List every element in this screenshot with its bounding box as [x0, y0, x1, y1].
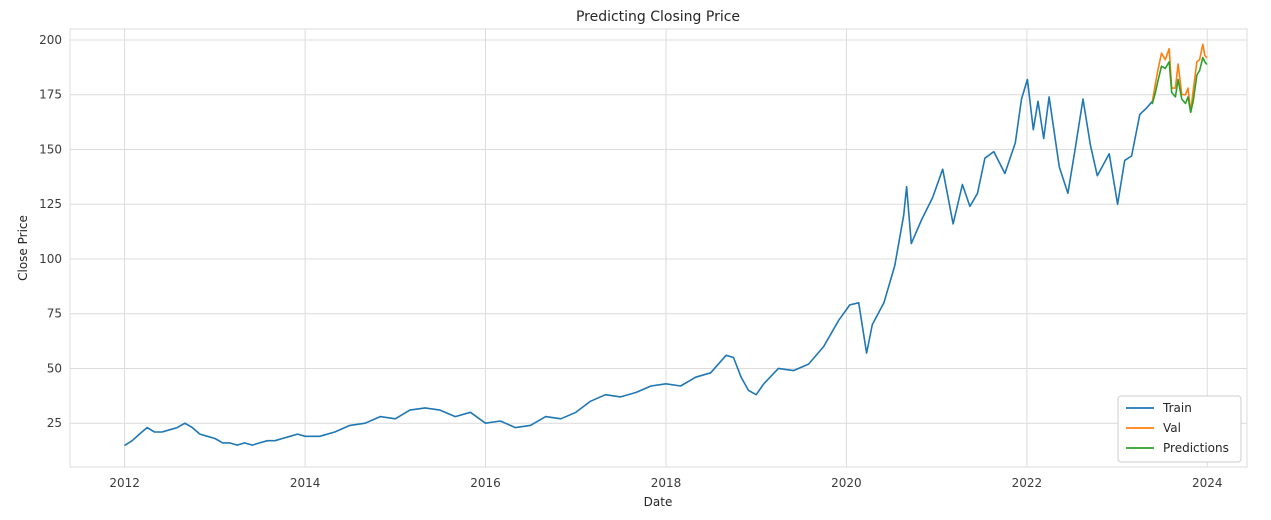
- y-axis-label: Close Price: [16, 215, 30, 281]
- series-lines: [124, 43, 1208, 446]
- y-tick-label: 25: [47, 416, 62, 430]
- chart-title: Predicting Closing Price: [576, 9, 740, 25]
- series-line-predictions: [1151, 56, 1208, 113]
- x-tick-label: 2024: [1192, 476, 1223, 490]
- y-gridlines: [70, 39, 1247, 424]
- legend-label-train: Train: [1162, 401, 1192, 415]
- legend-label-val: Val: [1163, 421, 1181, 435]
- y-tick-label: 175: [39, 88, 62, 102]
- x-tick-label: 2014: [290, 476, 321, 490]
- x-tick-label: 2022: [1012, 476, 1043, 490]
- x-tick-label: 2012: [109, 476, 140, 490]
- y-tick-label: 50: [47, 361, 62, 375]
- x-tick-labels: 2012 2014 2016 2018 2020 2022 2024: [109, 476, 1222, 490]
- x-axis-label: Date: [644, 495, 673, 509]
- x-tick-label: 2018: [651, 476, 682, 490]
- y-tick-label: 125: [39, 197, 62, 211]
- legend-label-predictions: Predictions: [1163, 441, 1229, 455]
- x-tick-label: 2020: [831, 476, 862, 490]
- y-tick-label: 150: [39, 142, 62, 156]
- x-gridlines: [124, 29, 1208, 467]
- x-tick-label: 2016: [470, 476, 501, 490]
- y-tick-label: 100: [39, 252, 62, 266]
- plot-area: [69, 28, 1248, 468]
- legend-box: [1117, 395, 1242, 463]
- series-line-val: [1151, 43, 1208, 113]
- y-tick-labels: 25 50 75 100 125 150 175 200: [39, 33, 62, 430]
- legend: Train Val Predictions: [1117, 395, 1242, 463]
- y-tick-label: 200: [39, 33, 62, 47]
- legend-entries: Train Val Predictions: [1126, 401, 1229, 455]
- series-line-train: [124, 78, 1154, 446]
- y-tick-label: 75: [47, 307, 62, 321]
